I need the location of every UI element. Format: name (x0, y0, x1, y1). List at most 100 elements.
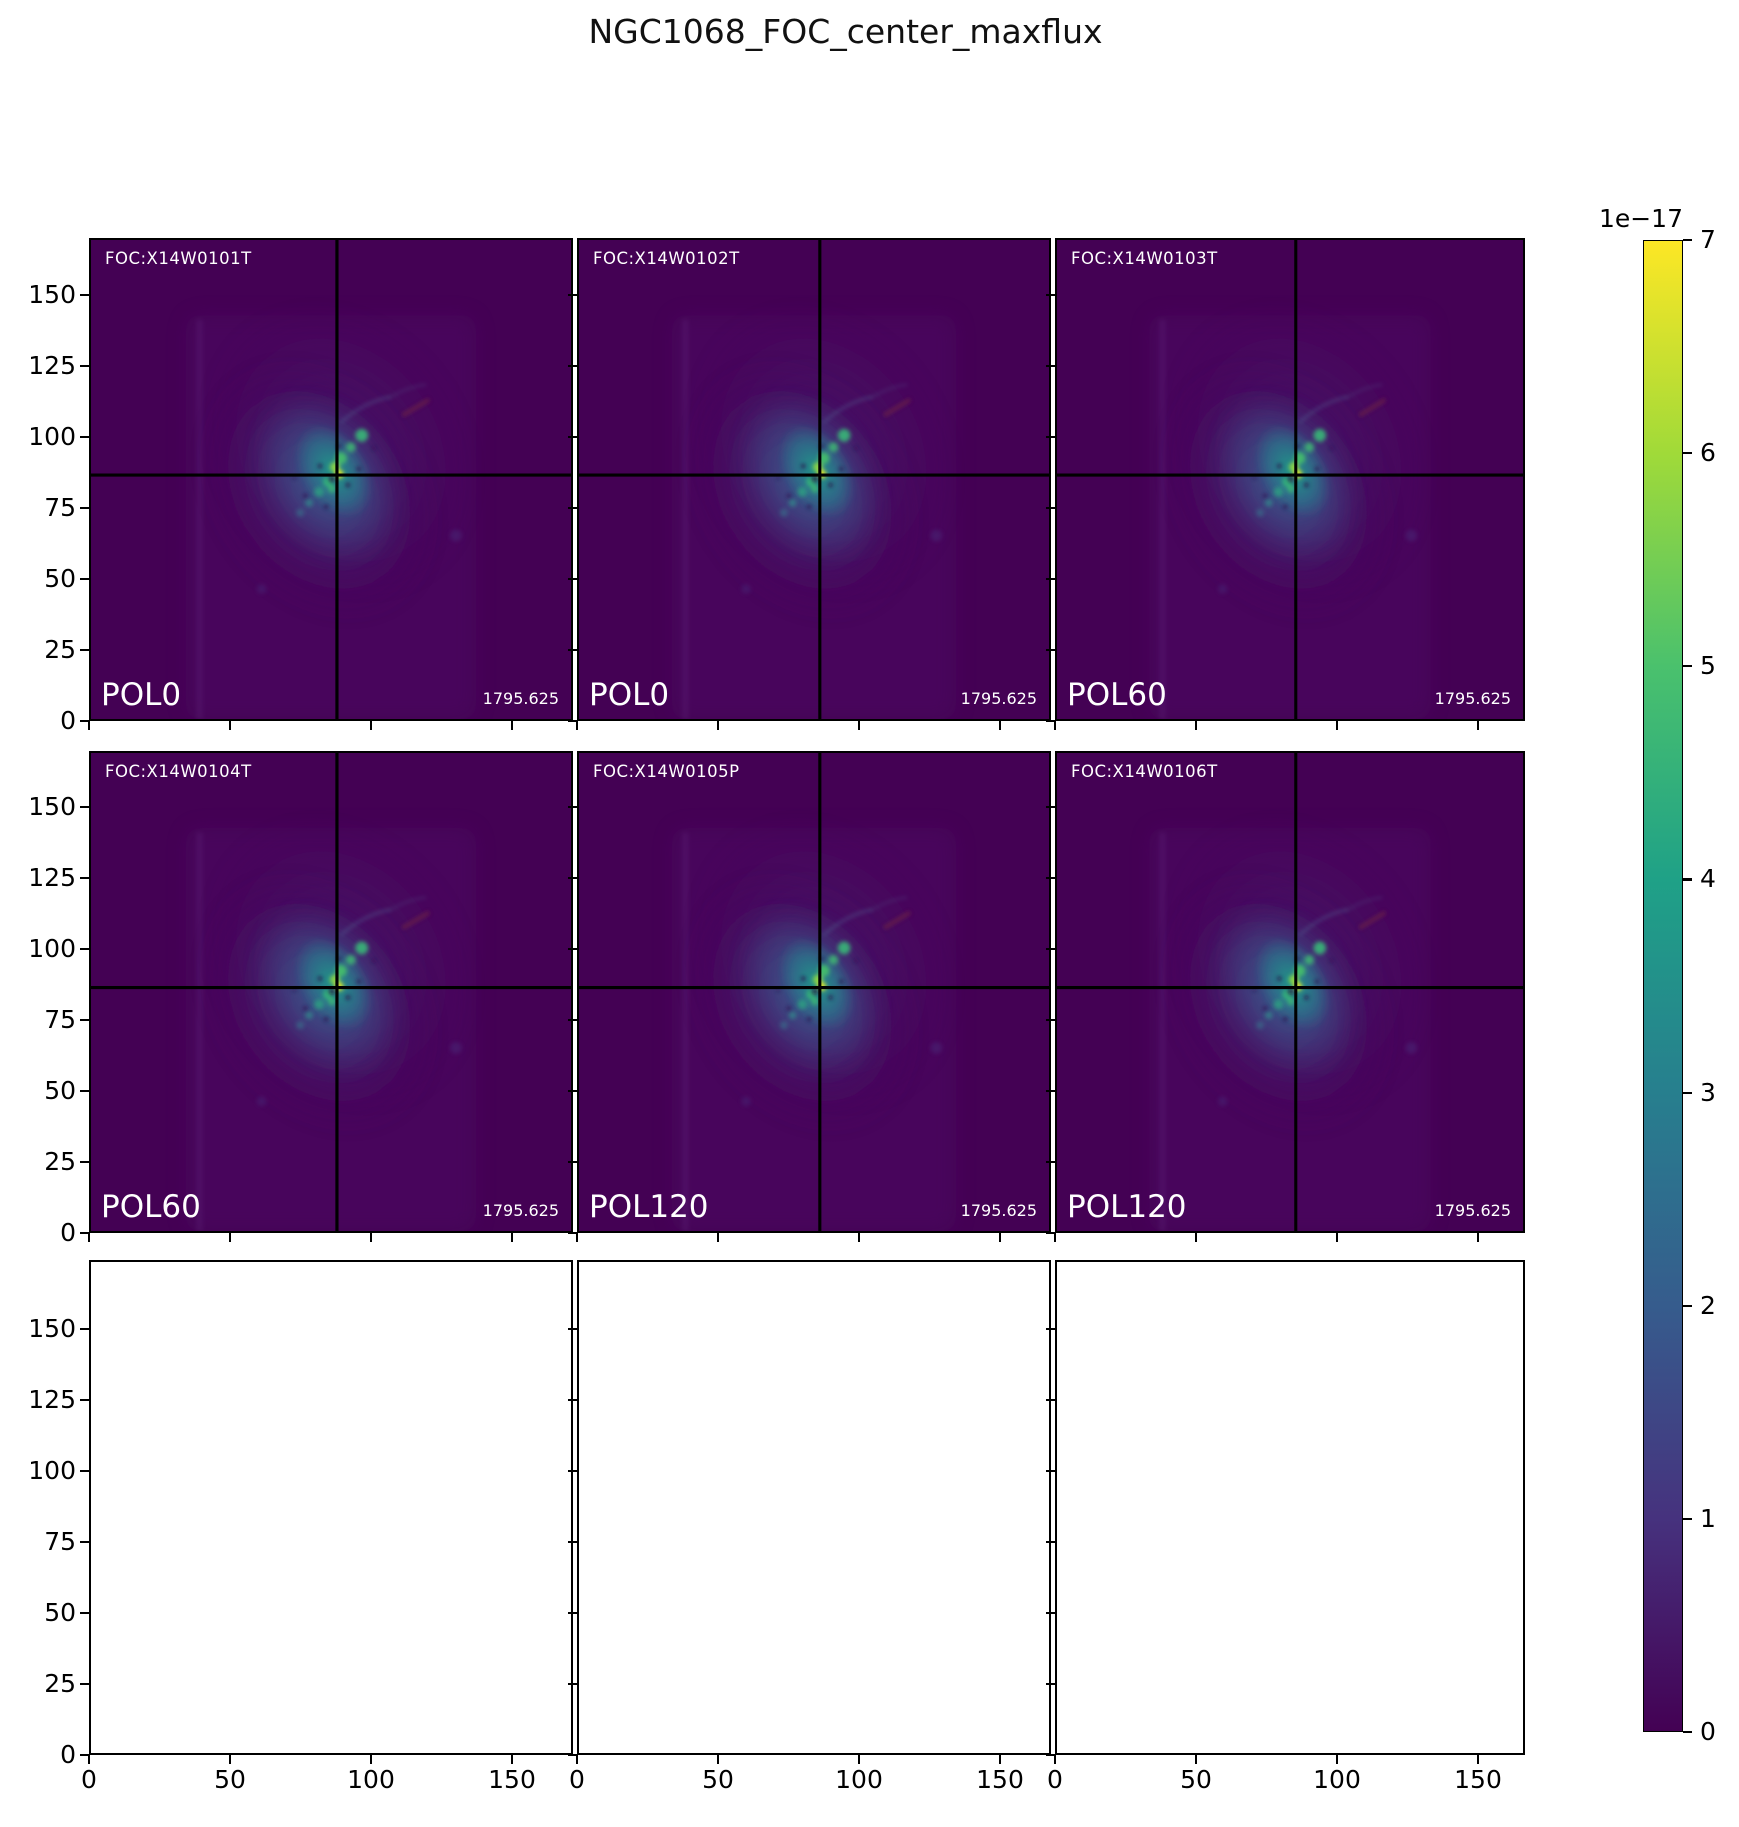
y-tick-label: 25 (44, 1668, 76, 1698)
y-tick-label: 150 (28, 1313, 76, 1343)
x-tick-label: 0 (1047, 1765, 1063, 1794)
tick-mark (576, 1755, 579, 1764)
tick-mark (80, 1232, 89, 1235)
tick-mark (80, 1540, 89, 1544)
filter-label: POL120 (1067, 1189, 1187, 1225)
y-tick-label: 0 (60, 1218, 76, 1247)
tick-mark (568, 1018, 577, 1022)
tick-mark (1046, 1018, 1055, 1022)
tick-mark (576, 721, 579, 730)
x-tick-label: 0 (81, 1765, 97, 1794)
tick-mark (1046, 577, 1055, 581)
filter-label: POL60 (101, 1189, 201, 1225)
tick-mark (229, 721, 232, 730)
galaxy-image (1057, 240, 1523, 719)
tick-mark (1046, 1089, 1055, 1093)
y-tick-label: 150 (28, 279, 76, 309)
tick-mark (1046, 1682, 1055, 1686)
tick-mark (1683, 1731, 1692, 1734)
tick-mark (568, 1327, 577, 1331)
tick-mark (568, 1469, 577, 1473)
galaxy-image (579, 753, 1049, 1231)
tick-mark (858, 1755, 861, 1764)
x-tick-label: 100 (1313, 1765, 1361, 1794)
y-tick-label: 50 (44, 1597, 76, 1627)
tick-mark (1046, 947, 1055, 951)
tick-mark (1683, 1091, 1692, 1094)
tick-mark (80, 577, 89, 581)
tick-mark (80, 1018, 89, 1022)
tick-mark (717, 721, 720, 730)
tick-mark (1046, 1232, 1055, 1235)
tick-mark (1046, 1327, 1055, 1331)
tick-mark (1683, 452, 1692, 455)
tick-mark (568, 435, 577, 439)
tick-mark (568, 805, 577, 809)
tick-mark (1046, 1611, 1055, 1615)
tick-mark (568, 648, 577, 652)
tick-mark (88, 1755, 91, 1764)
tick-mark (80, 506, 89, 510)
tick-mark (1336, 1233, 1339, 1242)
tick-mark (370, 1755, 373, 1764)
tick-mark (80, 1754, 89, 1757)
y-tick-label: 125 (28, 862, 76, 892)
tick-mark (568, 577, 577, 581)
tick-mark (999, 1233, 1002, 1242)
tick-mark (568, 1682, 577, 1686)
image-panel: FOC:X14W0103T POL60 1795.625 (1055, 238, 1525, 721)
tick-mark (1054, 1755, 1057, 1764)
tick-mark (88, 721, 91, 730)
obs-id-label: FOC:X14W0106T (1071, 762, 1218, 781)
tick-mark (80, 1682, 89, 1686)
colorbar-tick-label: 7 (1700, 225, 1716, 254)
galaxy-image (91, 753, 571, 1231)
tick-mark (1054, 1233, 1057, 1242)
tick-mark (1046, 876, 1055, 880)
tick-mark (1477, 1755, 1480, 1764)
tick-mark (511, 721, 514, 730)
tick-mark (80, 1398, 89, 1402)
figure-title: NGC1068_FOC_center_maxflux (588, 12, 1103, 51)
tick-mark (1046, 1160, 1055, 1164)
exposure-value: 1795.625 (1434, 689, 1511, 708)
tick-mark (858, 721, 861, 730)
tick-mark (80, 1327, 89, 1331)
x-tick-label: 150 (1454, 1765, 1502, 1794)
tick-mark (1683, 1304, 1692, 1307)
tick-mark (717, 1233, 720, 1242)
exposure-value: 1795.625 (960, 1201, 1037, 1220)
tick-mark (1336, 721, 1339, 730)
tick-mark (568, 293, 577, 297)
tick-mark (1683, 878, 1692, 881)
y-tick-label: 25 (44, 1146, 76, 1176)
obs-id-label: FOC:X14W0101T (105, 249, 252, 268)
y-tick-label: 0 (60, 706, 76, 735)
tick-mark (568, 1611, 577, 1615)
tick-mark (568, 364, 577, 368)
y-tick-label: 0 (60, 1740, 76, 1769)
tick-mark (568, 1754, 577, 1757)
y-tick-label: 25 (44, 634, 76, 664)
tick-mark (229, 1755, 232, 1764)
tick-mark (1046, 648, 1055, 652)
tick-mark (1195, 721, 1198, 730)
tick-mark (717, 1755, 720, 1764)
y-tick-label: 100 (28, 1455, 76, 1485)
tick-mark (80, 648, 89, 652)
tick-mark (80, 720, 89, 723)
image-panel: FOC:X14W0104T POL60 1795.625 (89, 751, 573, 1233)
obs-id-label: FOC:X14W0103T (1071, 249, 1218, 268)
tick-mark (1046, 805, 1055, 809)
y-tick-label: 125 (28, 350, 76, 380)
colorbar-tick-label: 4 (1700, 864, 1716, 894)
y-tick-label: 75 (44, 492, 76, 522)
tick-mark (1046, 506, 1055, 510)
colorbar-tick-label: 0 (1700, 1717, 1716, 1746)
x-tick-label: 100 (835, 1765, 883, 1794)
tick-mark (568, 1232, 577, 1235)
obs-id-label: FOC:X14W0104T (105, 762, 252, 781)
tick-mark (80, 293, 89, 297)
tick-mark (80, 805, 89, 809)
